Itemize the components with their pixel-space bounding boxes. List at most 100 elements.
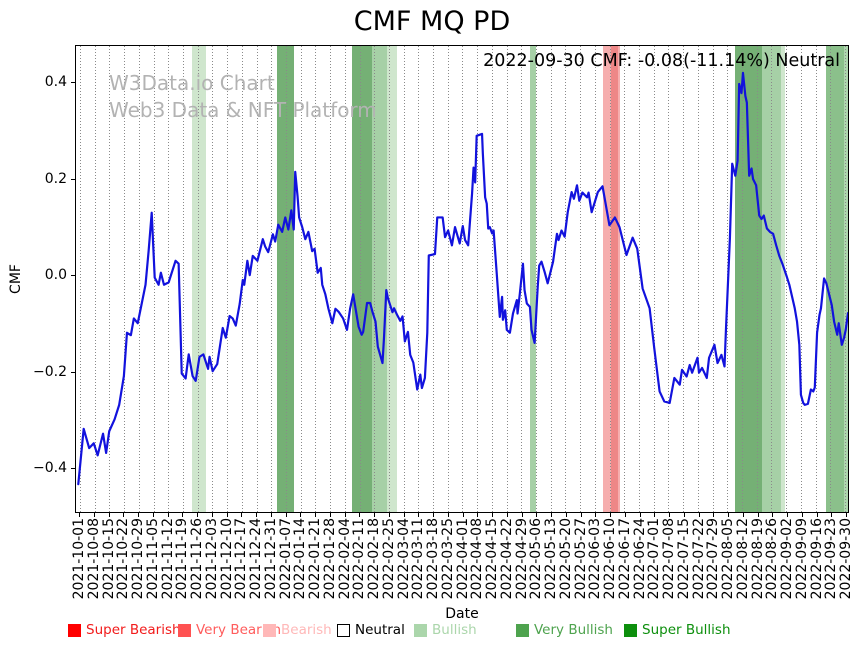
legend-item-very-bearish: Very Bearish [178,623,281,638]
signal-band [529,46,537,512]
gridline [639,46,641,512]
x-tick-mark [256,513,257,517]
legend-label: Super Bullish [642,622,731,638]
x-tick-mark [241,513,243,517]
legend-label: Very Bearish [196,622,282,638]
x-tick-label: 2022-07-29 [705,518,722,600]
legend-swatch [414,624,427,637]
y-tick-label: −0.2 [33,363,67,380]
x-tick-mark [182,513,184,517]
signal-band [191,46,206,512]
gridline [609,46,611,512]
gridline [359,46,361,512]
x-tick-label: 2021-10-29 [130,518,146,600]
x-tick-label: 2021-11-12 [159,518,176,600]
gridline [845,46,846,512]
x-tick-mark [79,513,80,517]
x-tick-label: 2022-07-15 [675,518,692,600]
signal-band [761,46,781,512]
x-tick-label: 2022-04-08 [469,518,486,600]
signal-band [617,46,621,512]
gridline [344,46,346,512]
x-tick-mark [329,513,331,517]
x-tick-label: 2022-02-11 [351,518,368,600]
x-tick-label: 2021-12-24 [248,518,264,600]
x-tick-mark [123,513,125,517]
x-tick-mark [152,513,154,517]
y-tick-label: −0.4 [33,460,67,477]
gridline [138,46,140,512]
legend-item-very-bullish: Very Bullish [516,623,613,638]
cmf-line [77,71,848,486]
gridline [94,46,96,512]
signal-band [844,46,848,512]
x-tick-label: 2021-12-10 [218,518,235,600]
x-tick-mark [713,513,715,517]
x-tick-mark [816,513,818,517]
x-tick-mark [492,513,493,517]
x-tick-label: 2022-03-18 [425,518,441,600]
gridline [668,46,670,512]
x-tick-mark [211,513,213,517]
x-tick-label: 2022-08-19 [749,518,766,600]
x-tick-mark [757,513,759,517]
plot-area: W3Data.io Chart Web3 Data & NFT Platform… [75,45,849,513]
x-tick-label: 2021-11-05 [144,518,161,600]
x-tick-mark [388,513,390,517]
x-tick-label: 2022-04-29 [513,518,530,600]
x-tick-label: 2022-08-26 [764,518,781,600]
y-tick-label: 0.2 [44,170,67,187]
x-tick-mark [683,513,685,517]
x-tick-label: 2022-04-01 [454,518,471,600]
x-tick-mark [565,513,567,517]
x-tick-label: 2022-01-14 [292,518,309,600]
x-tick-label: 2022-09-09 [793,518,810,600]
legend-label: Neutral [355,622,405,638]
gridline [212,46,214,512]
x-tick-mark [669,513,670,517]
y-tick-label: 0.0 [44,267,67,284]
legend-item-neutral: Neutral [337,623,405,638]
x-tick-label: 2022-03-04 [395,518,412,600]
signal-band [352,46,373,512]
x-tick-label: 2021-11-19 [174,518,191,600]
legend-swatch [178,624,191,637]
x-tick-label: 2022-04-15 [484,518,500,600]
y-tick-mark [71,82,75,84]
latest-value-annotation: 2022-09-30 CMF: -0.08(-11.14%) Neutral [483,51,840,71]
y-tick-mark [71,371,75,373]
x-tick-mark [270,513,272,517]
cmf-line-svg [77,71,848,486]
x-tick-label: 2021-10-08 [85,518,102,600]
x-tick-mark [595,513,597,517]
gridline [506,46,508,512]
gridline [388,46,390,512]
gridline [433,46,435,512]
legend-label: Super Bearish [86,622,181,638]
legend-item-bearish: Bearish [263,623,332,638]
gridline [594,46,596,512]
x-tick-label: 2022-05-06 [528,518,545,600]
y-tick-mark [71,275,75,277]
x-tick-label: 2021-12-17 [233,518,250,600]
x-tick-mark [167,513,169,517]
gridline [374,46,376,512]
x-tick-mark [197,513,198,517]
gridline [403,46,405,512]
gridline [109,46,111,512]
x-tick-label: 2022-08-12 [734,518,751,600]
gridline [447,46,449,512]
x-tick-mark [801,513,803,517]
x-tick-label: 2021-10-22 [115,518,132,600]
signal-band [277,46,294,512]
x-tick-mark [536,513,538,517]
x-tick-label: 2022-03-11 [410,518,427,600]
x-tick-label: 2022-05-13 [543,518,559,600]
gridline [756,46,758,512]
x-tick-label: 2022-01-28 [321,518,338,600]
legend-label: Bearish [281,622,332,638]
gridline [580,46,582,512]
x-tick-label: 2021-12-03 [203,518,220,600]
gridline [197,46,199,512]
x-tick-mark [300,513,302,517]
